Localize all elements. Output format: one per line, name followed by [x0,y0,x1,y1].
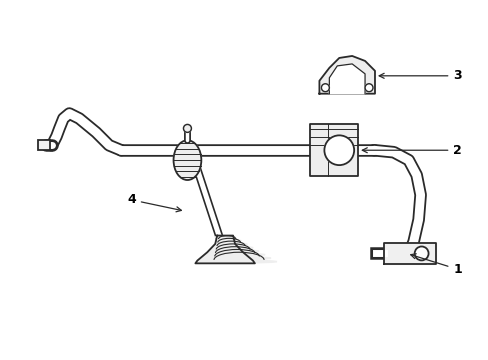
Bar [38,140,49,150]
Ellipse shape [215,236,235,239]
Circle shape [324,135,353,165]
Polygon shape [383,243,435,264]
Text: 2: 2 [362,144,461,157]
Ellipse shape [215,247,252,249]
Polygon shape [319,56,374,94]
Ellipse shape [215,257,270,259]
Ellipse shape [215,253,264,256]
Ellipse shape [215,243,246,246]
Polygon shape [328,64,365,94]
Ellipse shape [215,239,241,242]
Circle shape [365,84,372,92]
Ellipse shape [215,250,258,252]
Text: 3: 3 [378,69,461,82]
Text: 1: 1 [410,254,461,276]
Ellipse shape [215,260,276,263]
Bar [310,125,357,176]
Circle shape [183,125,191,132]
Polygon shape [195,235,254,264]
Circle shape [414,247,427,260]
Ellipse shape [173,140,201,180]
Circle shape [321,84,328,92]
Text: 4: 4 [127,193,181,212]
